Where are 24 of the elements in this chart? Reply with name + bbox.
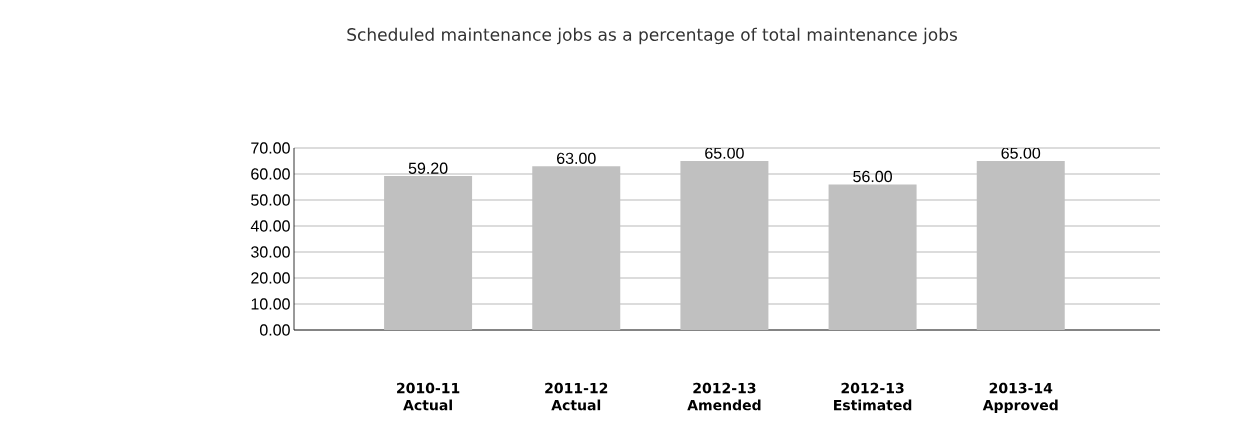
bar bbox=[976, 161, 1065, 330]
data-label: 65.00 bbox=[1001, 147, 1041, 159]
bar bbox=[680, 161, 769, 330]
y-tick-label: 40.00 bbox=[250, 220, 290, 232]
data-label: 63.00 bbox=[557, 152, 596, 164]
bar bbox=[384, 176, 473, 330]
x-tick-label: 2013-14 Approved bbox=[982, 382, 1058, 414]
x-tick-label: 2010-11 Actual bbox=[397, 382, 460, 411]
bar bbox=[828, 184, 917, 330]
y-tick-label: 20.00 bbox=[251, 272, 290, 284]
y-tick-label: 10.00 bbox=[251, 298, 290, 310]
y-tick-label: 70.00 bbox=[251, 142, 290, 154]
data-label: 59.20 bbox=[408, 162, 448, 174]
y-tick-label: 30.00 bbox=[251, 246, 290, 258]
x-tick-label: 2011-12 Actual bbox=[545, 382, 608, 411]
data-label: 56.00 bbox=[853, 170, 892, 183]
y-tick-label: 0.00 bbox=[259, 324, 290, 336]
y-tick-label: 50.00 bbox=[251, 194, 290, 206]
y-tick-label: 60.00 bbox=[251, 168, 290, 180]
x-tick-label: 2012-13 Estimated bbox=[834, 382, 912, 411]
data-label: 65.00 bbox=[705, 147, 744, 159]
x-tick-label: 2012-13 Amended bbox=[687, 382, 761, 411]
bar bbox=[532, 166, 621, 330]
chart-title: Scheduled maintenance jobs as a percentage of total maintenance jobs bbox=[347, 27, 958, 45]
